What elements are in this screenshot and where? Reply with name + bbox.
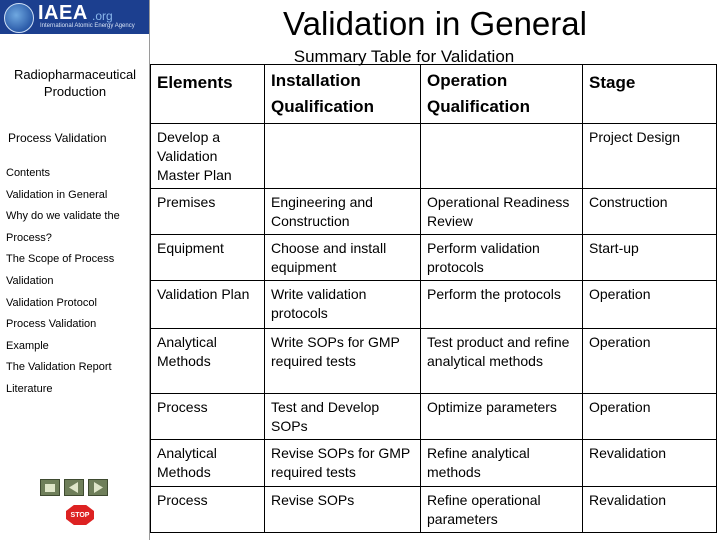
logo-agency: International Atomic Energy Agency <box>40 23 135 29</box>
nav-link-validation-protocol[interactable]: Validation Protocol <box>6 297 97 309</box>
nav-link-scope[interactable]: The Scope of Process <box>6 253 115 265</box>
sidebar-section-title: Process Validation <box>8 131 107 145</box>
cell-element: Process <box>150 393 265 440</box>
cell-stage: Construction <box>582 188 717 235</box>
previous-button[interactable] <box>64 479 84 496</box>
sidebar-title: Radiopharmaceutical Production <box>13 67 137 99</box>
cell-operation: Optimize parameters <box>420 393 583 440</box>
cell-operation: Perform validation protocols <box>420 234 583 281</box>
table-row: Analytical Methods Revise SOPs for GMP r… <box>150 439 717 487</box>
cell-installation: Engineering and Construction <box>264 188 421 235</box>
cell-installation: Test and Develop SOPs <box>264 393 421 440</box>
table-row: Process Revise SOPs Refine operational p… <box>150 486 717 533</box>
cell-stage: Project Design <box>582 123 717 189</box>
nav-link-example[interactable]: Example <box>6 340 49 352</box>
cell-installation: Choose and install equipment <box>264 234 421 281</box>
nav-link-scope-cont[interactable]: Validation <box>6 275 54 287</box>
cell-operation: Perform the protocols <box>420 280 583 329</box>
cell-element: Analytical Methods <box>150 439 265 487</box>
table-row: Process Test and Develop SOPs Optimize p… <box>150 393 717 440</box>
cell-stage: Operation <box>582 328 717 394</box>
stop-button[interactable]: STOP <box>66 505 94 525</box>
cell-installation: Revise SOPs <box>264 486 421 533</box>
home-button[interactable] <box>40 479 60 496</box>
cell-operation: Test product and refine analytical metho… <box>420 328 583 394</box>
column-header-stage: Stage <box>582 64 717 124</box>
page-title: Validation in General <box>283 5 587 42</box>
slide-navigation-controls <box>40 479 110 499</box>
table-header-row: Elements Installation Qualification Oper… <box>150 64 717 124</box>
cell-installation: Write validation protocols <box>264 280 421 329</box>
cell-operation: Operational Readiness Review <box>420 188 583 235</box>
cell-stage: Revalidation <box>582 439 717 487</box>
cell-installation: Write SOPs for GMP required tests <box>264 328 421 394</box>
cell-element: Equipment <box>150 234 265 281</box>
cell-element: Validation Plan <box>150 280 265 329</box>
cell-element: Process <box>150 486 265 533</box>
validation-summary-table: Elements Installation Qualification Oper… <box>150 64 717 533</box>
sidebar-divider <box>149 0 150 540</box>
table-row: Analytical Methods Write SOPs for GMP re… <box>150 328 717 394</box>
cell-element: Analytical Methods <box>150 328 265 394</box>
arrow-right-icon <box>94 482 103 493</box>
nav-link-validation-in-general[interactable]: Validation in General <box>6 189 108 201</box>
column-header-installation-qualification: Installation Qualification <box>264 64 421 124</box>
globe-icon <box>4 3 34 33</box>
column-header-elements: Elements <box>150 64 265 124</box>
cell-installation <box>264 123 421 189</box>
cell-installation: Revise SOPs for GMP required tests <box>264 439 421 487</box>
next-button[interactable] <box>88 479 108 496</box>
cell-element: Premises <box>150 188 265 235</box>
table-row: Develop a Validation Master Plan Project… <box>150 123 717 189</box>
cell-stage: Revalidation <box>582 486 717 533</box>
nav-link-validation-report[interactable]: The Validation Report <box>6 361 112 373</box>
nav-link-literature[interactable]: Literature <box>6 383 53 395</box>
cell-stage: Operation <box>582 393 717 440</box>
iaea-logo: IAEA .org International Atomic Energy Ag… <box>0 0 150 34</box>
nav-link-why-validate[interactable]: Why do we validate the <box>6 210 120 222</box>
cell-stage: Operation <box>582 280 717 329</box>
nav-link-process-validation[interactable]: Process Validation <box>6 318 97 330</box>
table-row: Validation Plan Write validation protoco… <box>150 280 717 329</box>
table-subtitle: Summary Table for Validation <box>293 47 515 66</box>
stop-icon: STOP <box>66 505 94 525</box>
table-row: Equipment Choose and install equipment P… <box>150 234 717 281</box>
cell-element: Develop a Validation Master Plan <box>150 123 265 189</box>
stop-label: STOP <box>70 511 90 519</box>
cell-operation: Refine analytical methods <box>420 439 583 487</box>
nav-link-why-validate-cont[interactable]: Process? <box>6 232 52 244</box>
table-row: Premises Engineering and Construction Op… <box>150 188 717 235</box>
nav-link-contents[interactable]: Contents <box>6 167 51 179</box>
column-header-operation-qualification: Operation Qualification <box>420 64 583 124</box>
home-icon <box>45 484 55 492</box>
arrow-left-icon <box>69 482 78 493</box>
cell-operation: Refine operational parameters <box>420 486 583 533</box>
cell-operation <box>420 123 583 189</box>
logo-name: IAEA <box>38 2 88 24</box>
sidebar: IAEA .org International Atomic Energy Ag… <box>0 0 150 540</box>
cell-stage: Start-up <box>582 234 717 281</box>
logo-suffix: .org <box>92 9 113 23</box>
